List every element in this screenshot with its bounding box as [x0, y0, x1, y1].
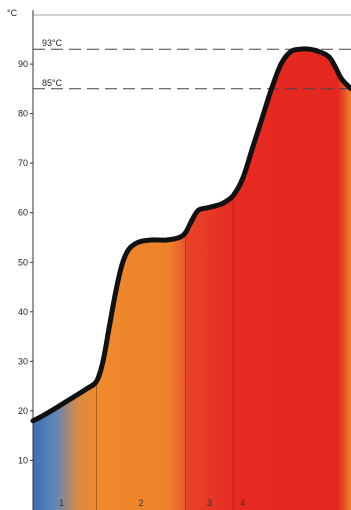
zone-fill-3: [185, 48, 234, 510]
y-tick-label-20: 20: [18, 406, 28, 416]
y-tick-label-10: 10: [18, 455, 28, 465]
zone-label-2: 2: [139, 498, 144, 508]
y-tick-label-60: 60: [18, 208, 28, 218]
temperature-curve: [30, 46, 351, 424]
zone-label-1: 1: [59, 498, 64, 508]
zone-fill-2: [96, 48, 187, 510]
reference-line-label-85: 85°C: [42, 78, 63, 88]
y-tick-label-70: 70: [18, 158, 28, 168]
zone-fill-4: [233, 48, 351, 510]
y-axis-unit-label: °C: [7, 8, 18, 18]
zone-dividers: [96, 195, 234, 510]
zone-label-4: 4: [240, 498, 245, 508]
y-tick-label-80: 80: [18, 109, 28, 119]
zone-labels: 1 2 3 4: [59, 498, 245, 508]
y-tick-label-90: 90: [18, 59, 28, 69]
y-tick-label-30: 30: [18, 356, 28, 366]
zone-label-3: 3: [207, 498, 212, 508]
y-tick-label-50: 50: [18, 257, 28, 267]
y-tick-label-40: 40: [18, 307, 28, 317]
y-axis: 10 20 30 40 50 60 70 80 90: [18, 10, 351, 510]
reference-lines: 93°C 85°C: [33, 38, 351, 90]
reference-line-label-93: 93°C: [42, 38, 63, 48]
temperature-zones: [33, 48, 351, 510]
